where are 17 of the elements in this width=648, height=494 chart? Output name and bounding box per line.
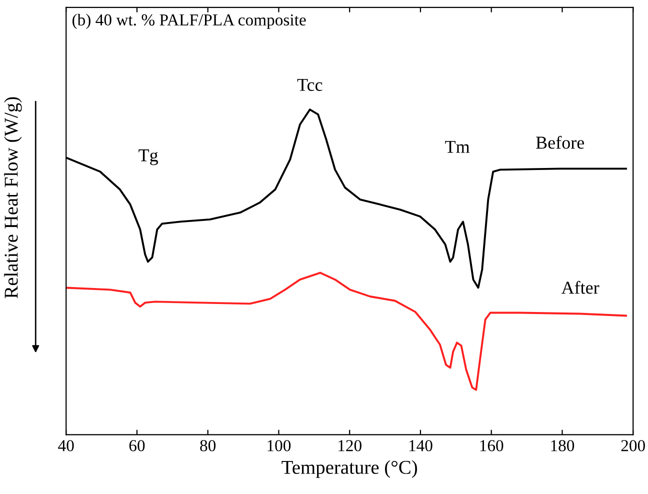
x-tick-label: 100 xyxy=(268,440,291,452)
annotation: Tm xyxy=(445,140,470,153)
x-tick-label: 80 xyxy=(200,440,216,452)
chart-title: (b) 40 wt. % PALF/PLA composite xyxy=(72,14,306,29)
text: Tcc xyxy=(297,78,322,91)
series-label: Before xyxy=(536,136,584,149)
x-tick-label: 180 xyxy=(551,440,574,452)
x-tick-label: 200 xyxy=(621,440,645,452)
annotation: Tg xyxy=(138,149,158,166)
y-axis-title: Relative Heat Flow (W/g) xyxy=(4,97,22,298)
x-axis-title: Temperature (°C) xyxy=(282,460,417,478)
x-tick-label: 120 xyxy=(338,440,362,452)
series-label: After xyxy=(561,280,600,294)
x-tick-label: 160 xyxy=(480,440,504,452)
x-tick-label: 60 xyxy=(129,440,145,452)
x-tick-label: 40 xyxy=(58,440,74,452)
x-tick-label: 140 xyxy=(409,440,432,452)
